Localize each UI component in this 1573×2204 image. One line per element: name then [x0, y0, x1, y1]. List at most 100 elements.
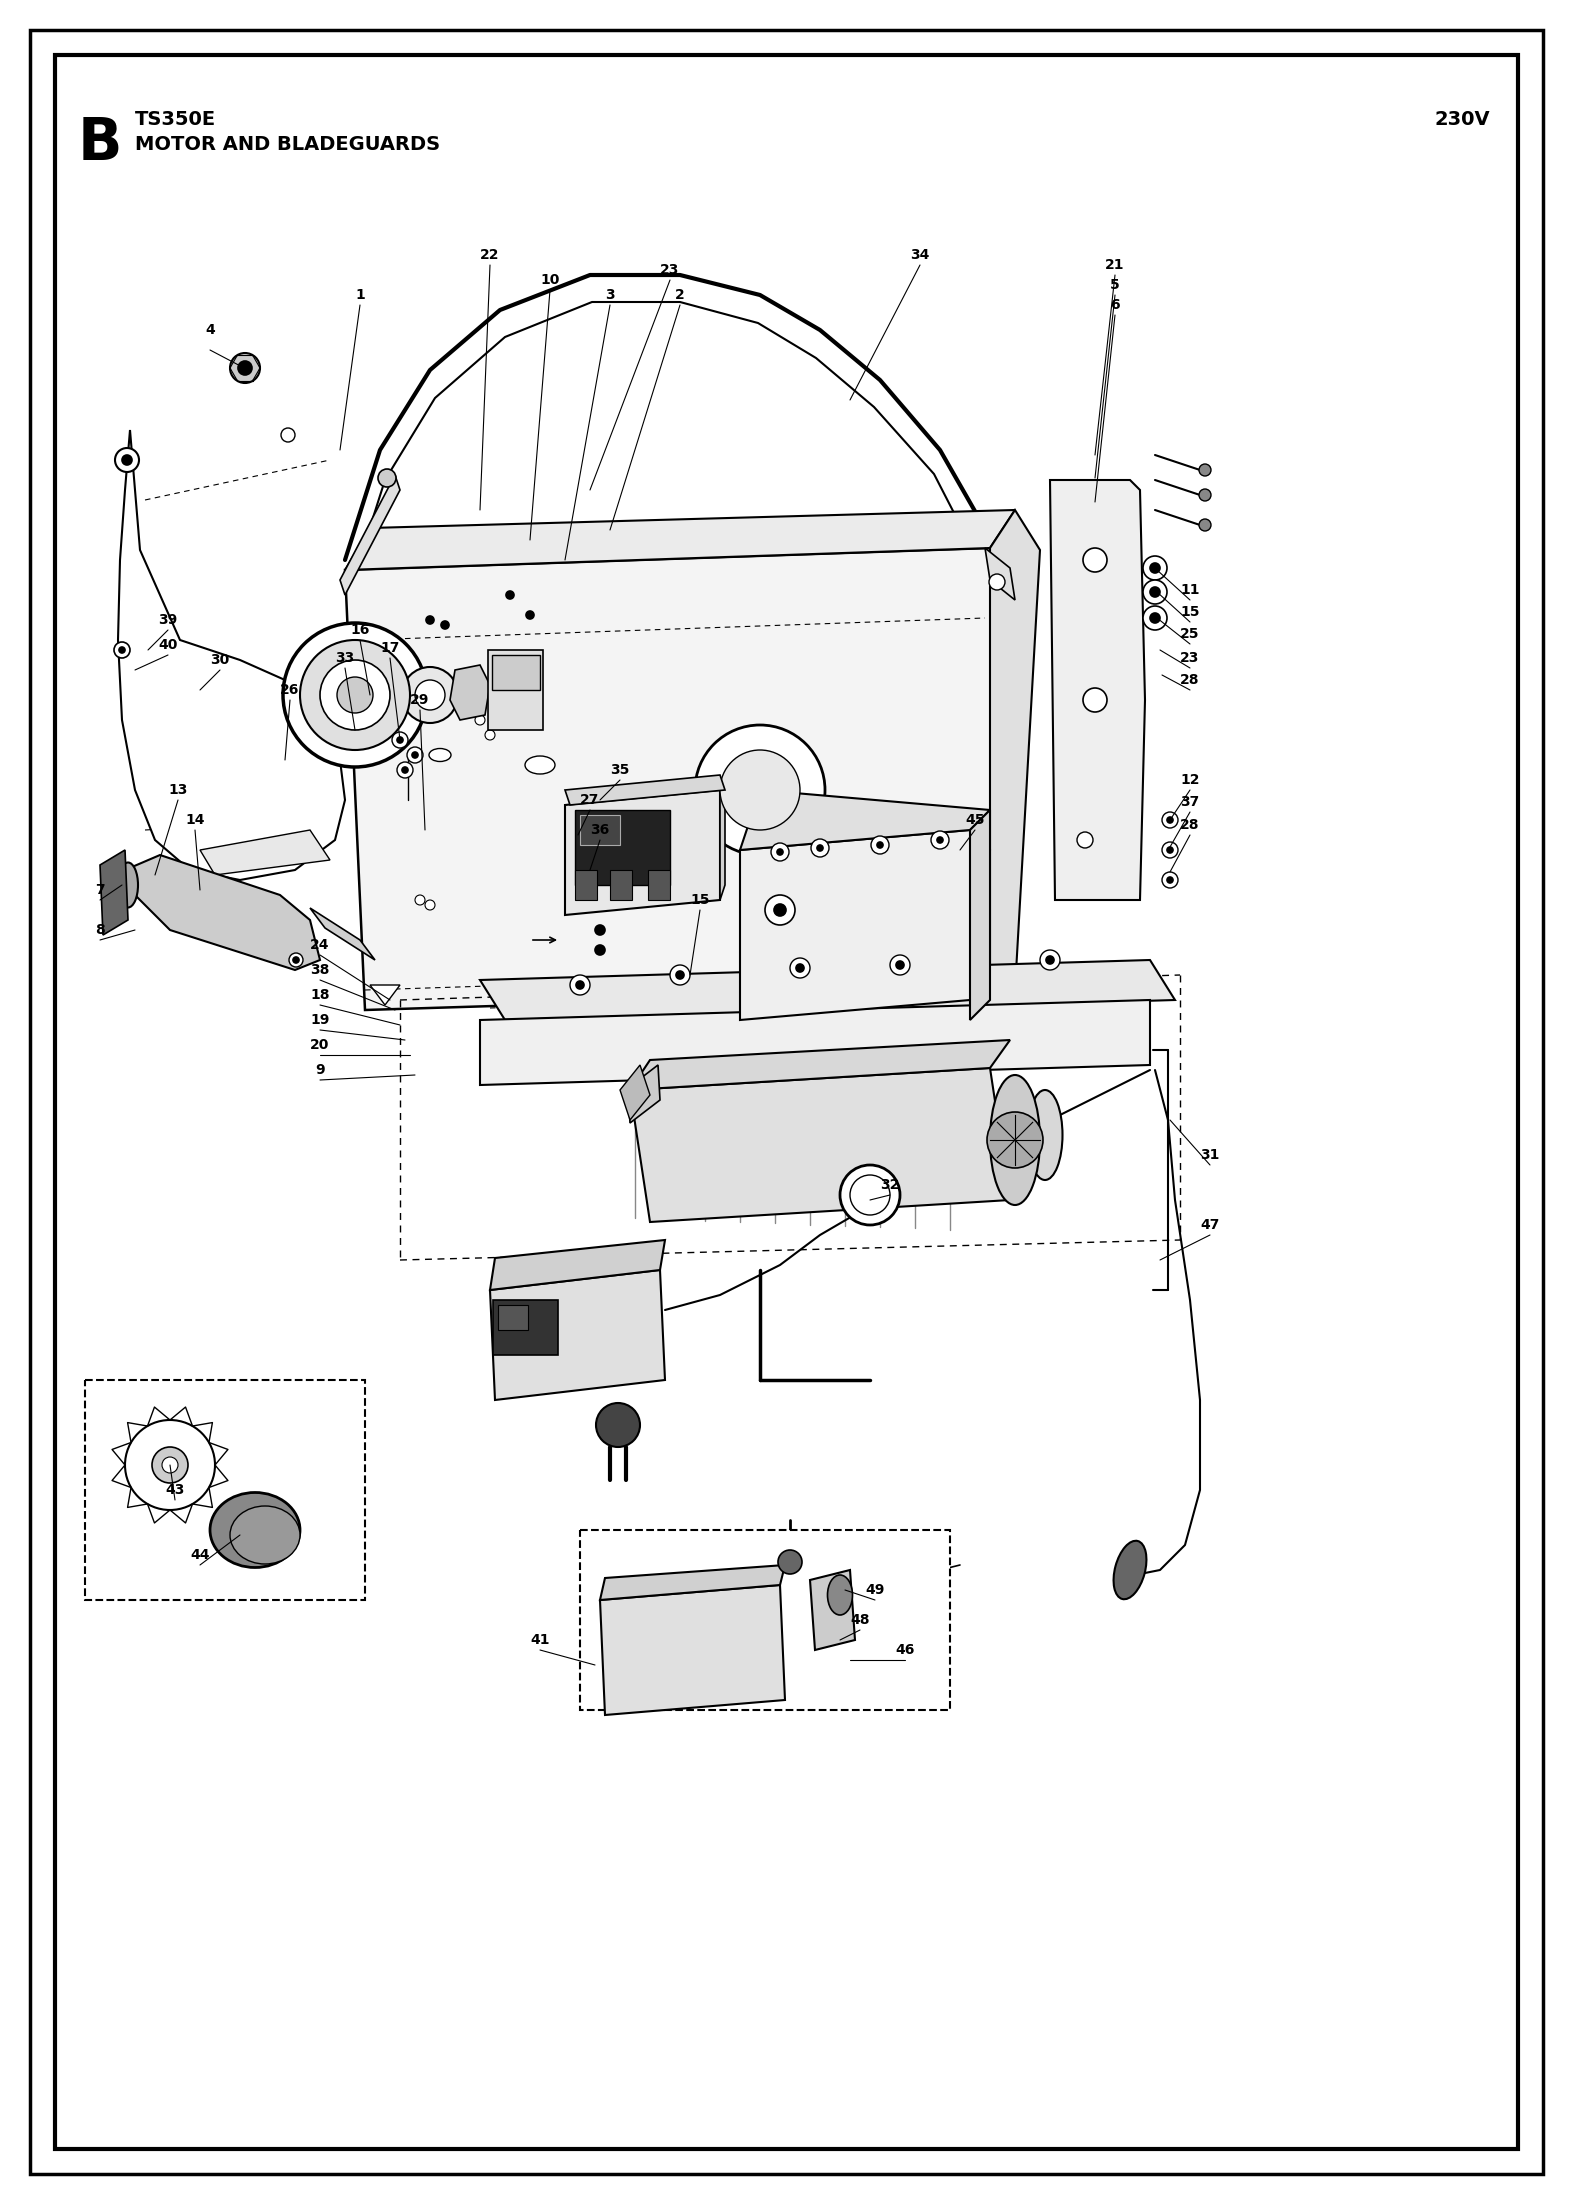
Circle shape — [897, 961, 904, 970]
Polygon shape — [200, 831, 330, 875]
Circle shape — [878, 842, 882, 849]
Text: 41: 41 — [530, 1633, 549, 1646]
Bar — [492, 1300, 558, 1355]
Circle shape — [1046, 957, 1054, 963]
Ellipse shape — [230, 1505, 300, 1565]
Circle shape — [790, 959, 810, 979]
Text: 45: 45 — [966, 813, 985, 826]
Polygon shape — [739, 789, 989, 851]
Text: 15: 15 — [691, 893, 709, 908]
Ellipse shape — [989, 1076, 1040, 1206]
Circle shape — [986, 1113, 1043, 1168]
Text: 14: 14 — [186, 813, 204, 826]
Polygon shape — [720, 776, 725, 899]
Circle shape — [1144, 606, 1167, 630]
Circle shape — [670, 965, 691, 985]
Circle shape — [720, 749, 801, 831]
Text: 27: 27 — [580, 793, 599, 807]
Circle shape — [396, 763, 414, 778]
Circle shape — [289, 952, 304, 968]
Bar — [499, 1305, 529, 1329]
Text: 47: 47 — [1200, 1219, 1219, 1232]
Text: 38: 38 — [310, 963, 330, 976]
Circle shape — [890, 954, 911, 974]
Circle shape — [120, 648, 124, 652]
Text: 1: 1 — [355, 289, 365, 302]
Circle shape — [595, 926, 606, 934]
Circle shape — [1162, 811, 1178, 829]
Ellipse shape — [525, 756, 555, 774]
Bar — [580, 1530, 950, 1710]
Text: 4: 4 — [204, 324, 216, 337]
Polygon shape — [344, 549, 1010, 1009]
Text: TS350E: TS350E — [135, 110, 216, 130]
Circle shape — [300, 639, 411, 749]
Text: 2: 2 — [675, 289, 684, 302]
Polygon shape — [631, 1069, 1010, 1221]
Circle shape — [1162, 842, 1178, 857]
Circle shape — [396, 736, 403, 743]
Circle shape — [931, 831, 949, 849]
Circle shape — [1167, 877, 1173, 884]
Text: 3: 3 — [606, 289, 615, 302]
Circle shape — [392, 732, 407, 747]
Circle shape — [415, 681, 445, 710]
Circle shape — [507, 591, 514, 599]
Circle shape — [1040, 950, 1060, 970]
Circle shape — [230, 353, 260, 383]
Text: 16: 16 — [351, 624, 370, 637]
Circle shape — [812, 840, 829, 857]
Bar — [576, 871, 598, 899]
Circle shape — [796, 963, 804, 972]
Circle shape — [938, 838, 942, 842]
Circle shape — [525, 611, 533, 619]
Circle shape — [1144, 555, 1167, 580]
Circle shape — [1199, 465, 1211, 476]
Text: 24: 24 — [310, 939, 330, 952]
Text: 28: 28 — [1180, 672, 1200, 688]
Circle shape — [779, 1549, 802, 1574]
Circle shape — [415, 895, 425, 906]
Text: 17: 17 — [381, 641, 400, 655]
Circle shape — [771, 842, 790, 862]
Ellipse shape — [429, 749, 451, 763]
Circle shape — [1167, 818, 1173, 822]
Circle shape — [378, 469, 396, 487]
Text: 23: 23 — [661, 262, 680, 278]
Polygon shape — [310, 908, 374, 961]
Circle shape — [595, 946, 606, 954]
Text: 28: 28 — [1180, 818, 1200, 831]
Bar — [576, 811, 670, 886]
Polygon shape — [739, 831, 989, 1020]
Circle shape — [1167, 846, 1173, 853]
Polygon shape — [118, 430, 344, 879]
Circle shape — [989, 573, 1005, 591]
Polygon shape — [344, 509, 1015, 571]
Circle shape — [124, 1419, 216, 1510]
Text: 44: 44 — [190, 1547, 209, 1563]
Circle shape — [403, 668, 458, 723]
Circle shape — [576, 981, 584, 990]
Circle shape — [871, 835, 889, 853]
Polygon shape — [971, 811, 989, 1020]
Circle shape — [113, 641, 131, 659]
Text: 37: 37 — [1180, 796, 1200, 809]
Bar — [492, 655, 540, 690]
Text: 21: 21 — [1106, 258, 1125, 271]
Ellipse shape — [118, 862, 138, 908]
Text: 11: 11 — [1180, 584, 1200, 597]
Circle shape — [1162, 873, 1178, 888]
Polygon shape — [491, 1270, 665, 1400]
Circle shape — [1150, 562, 1159, 573]
Text: 8: 8 — [94, 923, 105, 937]
Text: 30: 30 — [211, 652, 230, 668]
Polygon shape — [480, 961, 1175, 1020]
Polygon shape — [450, 666, 491, 721]
Circle shape — [407, 747, 423, 763]
Text: 22: 22 — [480, 249, 500, 262]
Text: 48: 48 — [851, 1613, 870, 1627]
Circle shape — [676, 972, 684, 979]
Circle shape — [1199, 489, 1211, 500]
Polygon shape — [340, 476, 400, 595]
Circle shape — [1078, 831, 1093, 849]
